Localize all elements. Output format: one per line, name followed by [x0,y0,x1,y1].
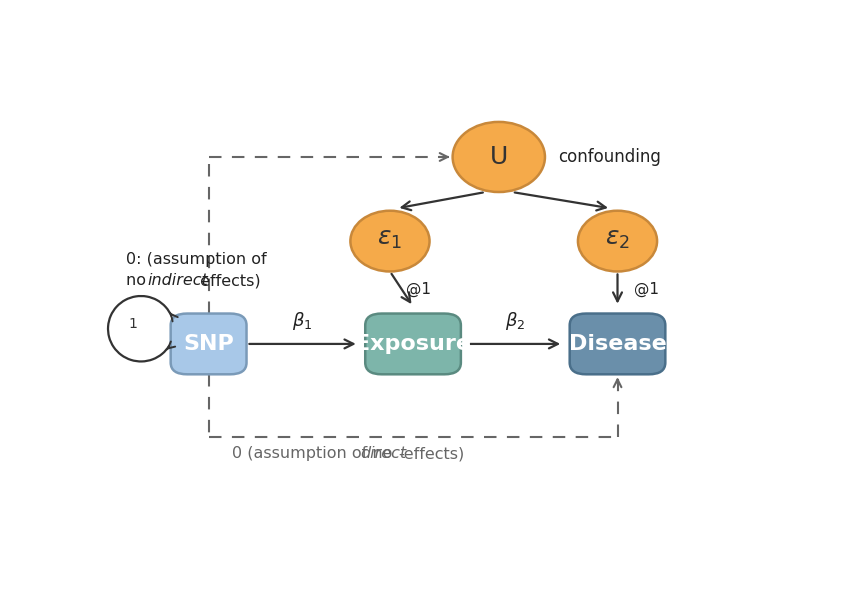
Text: $\varepsilon_2$: $\varepsilon_2$ [605,227,630,251]
Text: effects): effects) [196,273,261,288]
Text: @1: @1 [407,282,431,297]
Text: 0: (assumption of: 0: (assumption of [126,253,266,267]
FancyBboxPatch shape [569,314,665,375]
Text: $\beta_1$: $\beta_1$ [293,310,313,332]
Text: $\varepsilon_1$: $\varepsilon_1$ [378,227,403,251]
Text: 1: 1 [129,317,138,331]
Text: direct: direct [360,446,407,461]
Ellipse shape [351,211,430,271]
Ellipse shape [453,122,545,192]
Text: no: no [126,273,151,288]
Text: 0 (assumption of no: 0 (assumption of no [231,446,397,461]
Text: confounding: confounding [558,148,661,166]
Ellipse shape [578,211,657,271]
FancyBboxPatch shape [171,314,247,375]
Text: @1: @1 [634,282,659,297]
Text: U: U [489,145,508,169]
Text: Disease: Disease [568,334,666,354]
Text: indirect: indirect [148,273,208,288]
Text: SNP: SNP [183,334,234,354]
Text: $\beta_2$: $\beta_2$ [505,310,525,332]
Text: -effects): -effects) [398,446,465,461]
Text: Exposure: Exposure [355,334,471,354]
FancyBboxPatch shape [365,314,461,375]
